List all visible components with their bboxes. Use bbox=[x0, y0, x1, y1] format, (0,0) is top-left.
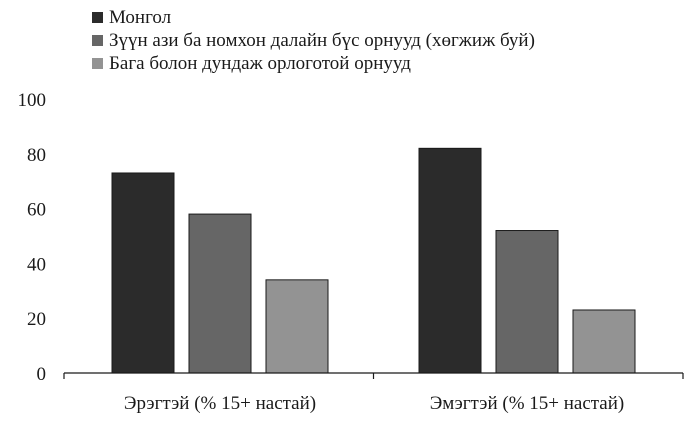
legend-item-east-asia-pacific: Зүүн ази ба номхон далайн бүс орнууд (хө… bbox=[92, 29, 535, 52]
legend-label-east-asia-pacific: Зүүн ази ба номхон далайн бүс орнууд (хө… bbox=[109, 30, 535, 51]
y-tick-label-4: 80 bbox=[27, 145, 46, 166]
x-axis: Эрэгтэй (% 15+ настай) Эмэгтэй (% 15+ нас… bbox=[63, 372, 684, 414]
y-tick-label-5: 100 bbox=[18, 90, 47, 111]
bar-1-series-1 bbox=[111, 172, 175, 374]
bars-group bbox=[111, 147, 636, 374]
bar-2-series-2 bbox=[495, 230, 559, 374]
bar-2-series-3 bbox=[572, 309, 636, 374]
x-category-label-1: Эрэгтэй (% 15+ настай) bbox=[124, 393, 316, 414]
x-category-label-2: Эмэгтэй (% 15+ настай) bbox=[430, 393, 624, 414]
y-axis: 0 20 40 60 80 100 bbox=[18, 90, 47, 385]
y-tick-label-3: 60 bbox=[27, 200, 46, 221]
legend-label-mongolia: Монгол bbox=[109, 7, 172, 28]
y-tick-label-2: 40 bbox=[27, 254, 46, 275]
bar-1-series-3 bbox=[265, 279, 329, 374]
legend-swatch-east-asia-pacific bbox=[92, 35, 103, 46]
legend-item-mongolia: Монгол bbox=[92, 6, 535, 29]
legend-swatch-low-middle-income bbox=[92, 58, 103, 69]
y-tick-label-1: 20 bbox=[27, 309, 46, 330]
legend-label-low-middle-income: Бага болон дундаж орлоготой орнууд bbox=[109, 53, 411, 74]
legend-item-low-middle-income: Бага болон дундаж орлоготой орнууд bbox=[92, 52, 535, 75]
legend-swatch-mongolia bbox=[92, 12, 103, 23]
bar-2-series-1 bbox=[418, 147, 482, 374]
y-tick-label-0: 0 bbox=[37, 364, 47, 385]
chart-legend: Монгол Зүүн ази ба номхон далайн бүс орн… bbox=[92, 6, 535, 75]
bar-1-series-2 bbox=[188, 213, 252, 374]
